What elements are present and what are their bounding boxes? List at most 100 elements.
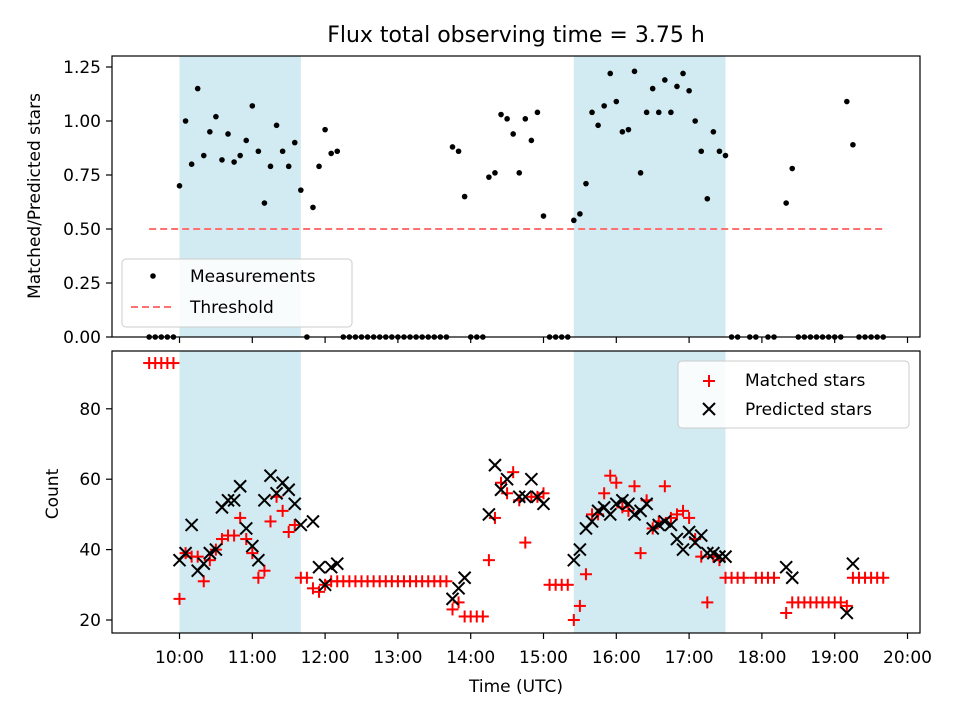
matched-star-point bbox=[622, 504, 635, 517]
matched-star-point bbox=[634, 547, 647, 560]
predicted-star-point bbox=[518, 490, 533, 504]
measurement-point bbox=[844, 98, 850, 105]
bottom-y-tick-label: 20 bbox=[79, 611, 101, 631]
predicted-star-point bbox=[239, 521, 253, 536]
measurement-point bbox=[643, 109, 650, 116]
matched-star-point bbox=[610, 476, 623, 489]
legend-measurements-marker bbox=[150, 273, 156, 279]
measurement-point bbox=[207, 129, 213, 135]
legend-predicted-marker bbox=[702, 402, 716, 416]
x-tick-label: 13:00 bbox=[373, 648, 422, 668]
matched-star-point bbox=[877, 571, 890, 584]
measurement-point bbox=[291, 139, 298, 146]
bottom-y-axis-label: Count bbox=[43, 468, 63, 519]
predicted-star-point bbox=[567, 553, 581, 567]
matched-star-point bbox=[215, 533, 228, 546]
predicted-star-point bbox=[257, 493, 272, 508]
predicted-star-point bbox=[197, 556, 211, 571]
measurement-point bbox=[540, 213, 547, 219]
predicted-star-point bbox=[627, 507, 642, 522]
matched-star-point bbox=[598, 487, 611, 500]
measurement-point bbox=[668, 109, 674, 116]
x-tick-label: 11:00 bbox=[228, 648, 277, 668]
predicted-star-point bbox=[664, 518, 678, 532]
matched-star-point bbox=[834, 596, 847, 609]
measurement-point bbox=[510, 131, 516, 137]
measurement-point bbox=[625, 126, 632, 133]
matched-star-point bbox=[658, 480, 671, 493]
predicted-star-point bbox=[585, 514, 599, 529]
matched-star-point bbox=[537, 487, 550, 500]
x-tick-label: 15:00 bbox=[519, 648, 568, 668]
measurement-point bbox=[583, 180, 589, 187]
measurement-point bbox=[334, 148, 341, 155]
matched-star-point bbox=[664, 511, 677, 524]
measurement-point bbox=[261, 200, 268, 206]
measurement-point bbox=[631, 68, 638, 75]
observing-window-band bbox=[573, 56, 726, 337]
predicted-star-point bbox=[712, 549, 727, 564]
x-tick-label: 12:00 bbox=[301, 648, 350, 668]
measurement-point bbox=[692, 118, 698, 124]
predicted-star-point bbox=[251, 553, 266, 567]
measurement-point bbox=[243, 137, 250, 144]
matched-star-point bbox=[276, 504, 289, 517]
top-legend-box bbox=[121, 258, 353, 328]
predicted-star-point bbox=[645, 521, 660, 536]
predicted-star-point bbox=[500, 472, 514, 486]
measurement-point bbox=[255, 148, 262, 155]
measurement-point bbox=[213, 113, 219, 120]
predicted-star-point bbox=[318, 578, 332, 592]
predicted-star-point bbox=[846, 556, 860, 571]
top-y-tick-label: 1.25 bbox=[63, 58, 101, 78]
matched-star-point bbox=[197, 575, 210, 588]
matched-star-point bbox=[440, 575, 453, 588]
predicted-star-point bbox=[451, 581, 466, 596]
matched-star-point bbox=[488, 511, 501, 524]
matched-star-point bbox=[306, 582, 319, 595]
matched-star-point bbox=[604, 469, 617, 482]
matched-star-point bbox=[768, 571, 781, 584]
matched-star-point bbox=[476, 610, 489, 623]
matched-star-point bbox=[701, 596, 714, 609]
x-tick-label: 20:00 bbox=[883, 648, 932, 668]
bottom-y-tick-label: 60 bbox=[79, 470, 101, 490]
top-legend: Measurements Threshold bbox=[121, 258, 353, 328]
x-axis-label: Time (UTC) bbox=[468, 677, 563, 697]
measurement-point bbox=[285, 163, 292, 170]
measurement-point bbox=[455, 148, 462, 155]
chart-title: Flux total observing time = 3.75 h bbox=[327, 23, 705, 48]
x-tick-label: 17:00 bbox=[665, 648, 714, 668]
measurement-point bbox=[674, 83, 680, 90]
top-y-tick-label: 0.75 bbox=[63, 166, 101, 186]
predicted-star-point bbox=[494, 483, 508, 497]
predicted-star-point bbox=[639, 497, 654, 511]
matched-star-point bbox=[234, 511, 247, 524]
measurement-point bbox=[710, 129, 717, 135]
measurement-point bbox=[607, 70, 614, 77]
predicted-star-point bbox=[609, 497, 624, 511]
measurement-point bbox=[655, 109, 662, 116]
x-tick-label: 19:00 bbox=[810, 648, 859, 668]
predicted-star-point bbox=[615, 493, 630, 508]
matched-star-point bbox=[482, 554, 495, 567]
predicted-star-point bbox=[269, 486, 284, 500]
matched-star-point bbox=[246, 547, 259, 560]
matched-star-point bbox=[840, 599, 853, 612]
measurement-point bbox=[231, 159, 237, 165]
measurement-point bbox=[662, 77, 668, 83]
predicted-star-point bbox=[785, 571, 799, 585]
measurement-point bbox=[722, 152, 729, 159]
predicted-star-point bbox=[227, 493, 241, 508]
matched-star-point bbox=[240, 533, 253, 546]
measurement-point bbox=[298, 187, 304, 193]
matched-star-point bbox=[695, 550, 708, 563]
predicted-star-point bbox=[718, 549, 733, 564]
top-plot-frame bbox=[111, 55, 921, 338]
measurement-point bbox=[698, 148, 705, 155]
predicted-star-point bbox=[670, 532, 684, 546]
matched-star-point bbox=[780, 606, 793, 619]
measurement-point bbox=[267, 163, 274, 170]
bottom-legend-box bbox=[677, 360, 910, 429]
matched-star-point bbox=[519, 536, 532, 549]
